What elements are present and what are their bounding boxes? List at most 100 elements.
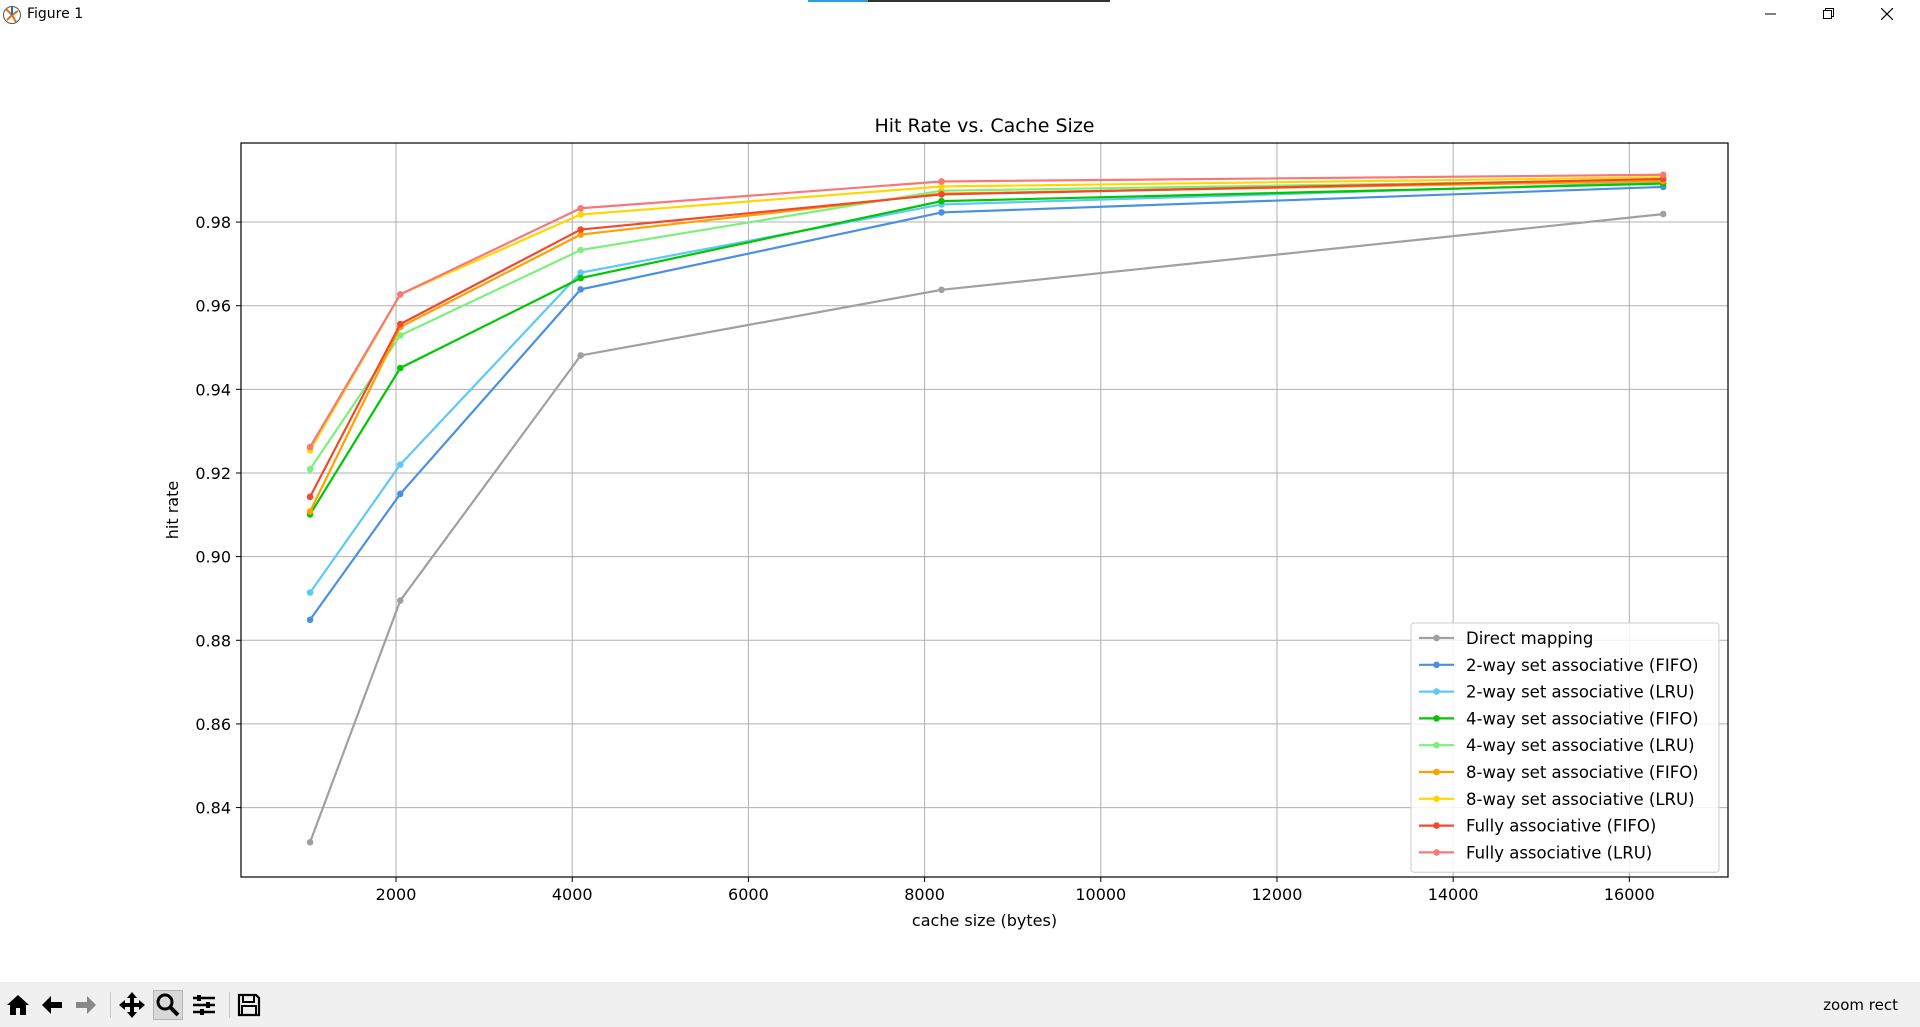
back-arrow-icon — [42, 996, 62, 1014]
series-line — [309, 179, 1664, 512]
data-point — [577, 226, 584, 233]
data-point — [1659, 171, 1667, 179]
y-axis-label: hit rate — [163, 481, 182, 539]
data-point — [577, 352, 584, 359]
legend-label: 8-way set associative (LRU) — [1466, 790, 1695, 809]
zoom-button[interactable] — [153, 990, 183, 1020]
x-tick-label: 16000 — [1604, 885, 1655, 904]
legend-item: Fully associative (FIFO) — [1419, 817, 1656, 836]
legend-item: 4-way set associative (LRU) — [1419, 736, 1695, 755]
line-chart[interactable]: 2000 4000 6000 8000 10000 12000 14000 16000 0.84… — [0, 30, 1920, 982]
legend-item: 4-way set associative (FIFO) — [1419, 709, 1699, 728]
legend-swatch-marker — [1433, 768, 1440, 776]
configure-icon — [193, 995, 215, 1015]
legend-swatch-marker — [1433, 795, 1440, 803]
data-point — [306, 838, 314, 846]
restore-icon — [1823, 8, 1834, 19]
forward-arrow-icon — [76, 996, 96, 1014]
close-button[interactable] — [1858, 0, 1916, 28]
window-title: Figure 1 — [27, 6, 84, 22]
chart-title: Hit Rate vs. Cache Size — [874, 115, 1094, 137]
data-point — [938, 191, 945, 198]
y-tick-label: 0.84 — [195, 799, 231, 818]
y-tick-label: 0.94 — [195, 380, 231, 399]
move-icon — [119, 992, 145, 1018]
y-tick-label: 0.86 — [195, 715, 231, 734]
legend-label: Fully associative (LRU) — [1466, 843, 1652, 862]
navigation-toolbar: zoom rect — [0, 982, 1920, 1027]
data-point — [396, 364, 404, 372]
data-point — [577, 269, 584, 276]
home-icon — [7, 995, 29, 1015]
legend-swatch-marker — [1433, 634, 1440, 642]
back-button[interactable] — [37, 990, 67, 1020]
data-point — [306, 508, 314, 515]
y-tick-label: 0.88 — [195, 631, 231, 650]
x-tick-label: 4000 — [552, 885, 593, 904]
zoom-icon — [156, 993, 180, 1017]
legend-item: Direct mapping — [1419, 629, 1593, 648]
x-tick-label: 14000 — [1428, 885, 1479, 904]
legend-item: 8-way set associative (LRU) — [1419, 790, 1695, 809]
data-point — [577, 274, 584, 282]
pan-button[interactable] — [117, 990, 147, 1020]
legend-item: Fully associative (LRU) — [1419, 843, 1652, 862]
legend-item: 2-way set associative (LRU) — [1419, 683, 1695, 702]
legend-swatch-marker — [1433, 741, 1440, 749]
x-axis-label: cache size (bytes) — [912, 911, 1057, 930]
data-point — [396, 490, 404, 498]
legend-swatch-marker — [1433, 822, 1440, 829]
figure-canvas[interactable]: 2000 4000 6000 8000 10000 12000 14000 16000 0.84… — [0, 30, 1920, 982]
configure-subplots-button[interactable] — [189, 990, 219, 1020]
data-point — [938, 183, 945, 190]
data-point — [1659, 210, 1667, 218]
save-icon — [237, 993, 261, 1017]
data-point — [577, 246, 584, 254]
data-point — [396, 597, 404, 604]
legend-label: Fully associative (FIFO) — [1466, 817, 1656, 836]
x-tick-label: 2000 — [376, 885, 417, 904]
data-point — [306, 589, 314, 596]
series — [306, 210, 1667, 846]
home-button[interactable] — [3, 990, 33, 1020]
legend-label: 2-way set associative (FIFO) — [1466, 656, 1699, 675]
series-line — [309, 178, 1664, 470]
data-point — [938, 286, 945, 294]
legend-label: Direct mapping — [1466, 629, 1593, 648]
data-point — [396, 291, 404, 298]
series — [306, 183, 1667, 624]
forward-button[interactable] — [71, 990, 101, 1020]
series-line — [309, 182, 1664, 515]
restore-button[interactable] — [1800, 0, 1858, 28]
data-point — [306, 443, 314, 451]
data-point — [396, 332, 404, 339]
legend-swatch-marker — [1433, 661, 1440, 669]
legend-label: 4-way set associative (FIFO) — [1466, 709, 1699, 728]
legend-label: 2-way set associative (LRU) — [1466, 683, 1695, 702]
status-message: zoom rect — [1823, 996, 1898, 1014]
legend-item: 8-way set associative (FIFO) — [1419, 763, 1699, 782]
series-line — [309, 176, 1664, 451]
title-bar[interactable]: Figure 1 — [0, 0, 1920, 30]
legend-swatch-marker — [1433, 715, 1440, 722]
matplotlib-icon — [3, 6, 21, 24]
legend-label: 8-way set associative (FIFO) — [1466, 763, 1699, 782]
x-tick-label: 10000 — [1075, 885, 1126, 904]
legend-box — [1410, 622, 1720, 873]
data-point — [396, 320, 404, 328]
data-point — [396, 461, 404, 468]
toolbar-separator — [110, 992, 111, 1018]
series — [306, 180, 1667, 518]
legend-swatch-marker — [1433, 849, 1440, 856]
minimize-button[interactable] — [1742, 0, 1800, 28]
data-point — [938, 197, 945, 205]
legend-label: 4-way set associative (LRU) — [1466, 736, 1695, 755]
legend-swatch-marker — [1433, 688, 1440, 695]
data-point — [938, 209, 945, 216]
y-tick-label: 0.92 — [195, 464, 231, 483]
save-button[interactable] — [234, 990, 264, 1020]
data-point — [306, 465, 314, 473]
legend-item: 2-way set associative (FIFO) — [1419, 656, 1699, 675]
y-tick-label: 0.96 — [195, 297, 231, 316]
